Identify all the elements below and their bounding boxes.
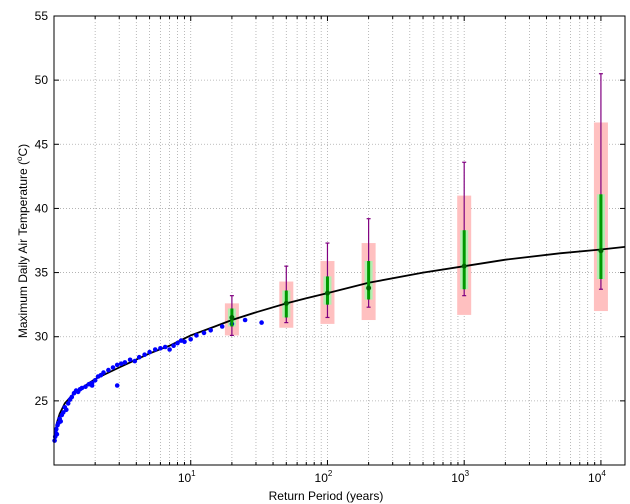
observed-point xyxy=(142,352,147,358)
observed-point xyxy=(242,317,248,323)
x-tick-base: 10 xyxy=(178,471,192,485)
y-tick-label: 55 xyxy=(35,9,49,23)
observed-point xyxy=(194,333,199,338)
observed-point xyxy=(127,357,133,363)
interval-marks xyxy=(229,73,604,337)
center-interval-bar xyxy=(462,230,466,290)
observed-point xyxy=(259,320,264,325)
center-interval-bar xyxy=(599,194,603,279)
observed-point xyxy=(158,346,163,351)
observed-point xyxy=(52,438,57,443)
center-estimate-point xyxy=(598,248,604,254)
observed-point xyxy=(175,340,180,346)
observed-point xyxy=(54,431,60,437)
x-axis-ticks: 101 102 103 104 xyxy=(94,16,606,485)
x-tick-label: 103 xyxy=(451,469,469,485)
observed-point xyxy=(219,324,225,329)
x-tick-label: 104 xyxy=(588,469,606,485)
observed-point xyxy=(64,407,69,413)
y-tick-label: 25 xyxy=(35,394,49,408)
plot-area xyxy=(54,16,625,465)
observed-point xyxy=(201,330,207,336)
observed-point xyxy=(54,426,59,432)
y-axis-label-unit: C) xyxy=(16,144,30,157)
y-axis-label-degree: o xyxy=(15,156,24,161)
observed-point xyxy=(147,349,152,355)
x-tick-label: 102 xyxy=(315,469,333,485)
observed-point xyxy=(122,360,128,365)
observed-point xyxy=(162,344,168,350)
center-estimate-point xyxy=(324,290,330,296)
y-tick-label: 35 xyxy=(35,266,49,280)
observed-point xyxy=(83,384,88,390)
center-estimate-point xyxy=(229,314,235,320)
center-estimate-point xyxy=(366,285,372,291)
x-tick-exponent: 1 xyxy=(191,469,196,478)
observed-point xyxy=(110,365,116,370)
y-tick-label: 50 xyxy=(35,73,49,87)
x-tick-base: 10 xyxy=(451,471,465,485)
x-tick-exponent: 2 xyxy=(328,469,333,478)
x-tick-base: 10 xyxy=(315,471,329,485)
observed-point xyxy=(152,347,158,352)
y-tick-label: 30 xyxy=(35,330,49,344)
observed-point xyxy=(136,354,142,360)
center-estimate-point xyxy=(283,300,289,306)
observed-point xyxy=(58,419,63,424)
observed-point xyxy=(167,347,172,352)
observed-points-layer xyxy=(52,317,264,443)
observed-point xyxy=(114,362,120,368)
observed-point xyxy=(92,378,98,383)
observed-point xyxy=(188,337,193,342)
observed-point xyxy=(65,401,71,406)
observed-point xyxy=(101,370,106,375)
observed-point xyxy=(132,358,138,364)
x-axis-label: Return Period (years) xyxy=(269,489,384,503)
observed-point xyxy=(114,383,120,388)
observed-point xyxy=(182,339,187,345)
observed-point xyxy=(69,394,75,400)
observed-point xyxy=(171,343,176,349)
x-tick-exponent: 4 xyxy=(601,469,606,478)
center-interval-bar xyxy=(367,261,371,300)
observed-point xyxy=(89,380,95,386)
y-tick-label: 45 xyxy=(35,137,49,151)
y-axis-ticks: 25 30 35 40 45 50 55 xyxy=(35,9,625,408)
x-tick-exponent: 3 xyxy=(465,469,470,478)
plot-frame xyxy=(53,15,626,466)
observed-point xyxy=(79,385,85,391)
center-estimate-point xyxy=(461,263,467,269)
observed-point xyxy=(118,361,124,367)
observed-point xyxy=(61,410,66,415)
x-tick-base: 10 xyxy=(588,471,602,485)
y-axis-label-text: Maximum Daily Air Temperature ( xyxy=(16,161,30,338)
center-interval-bar xyxy=(325,276,329,305)
y-axis-label: Maximum Daily Air Temperature (oC) xyxy=(15,144,30,338)
observed-point xyxy=(106,367,111,373)
x-tick-label: 101 xyxy=(178,469,196,485)
observed-point xyxy=(208,328,213,333)
y-tick-label: 40 xyxy=(35,201,49,215)
